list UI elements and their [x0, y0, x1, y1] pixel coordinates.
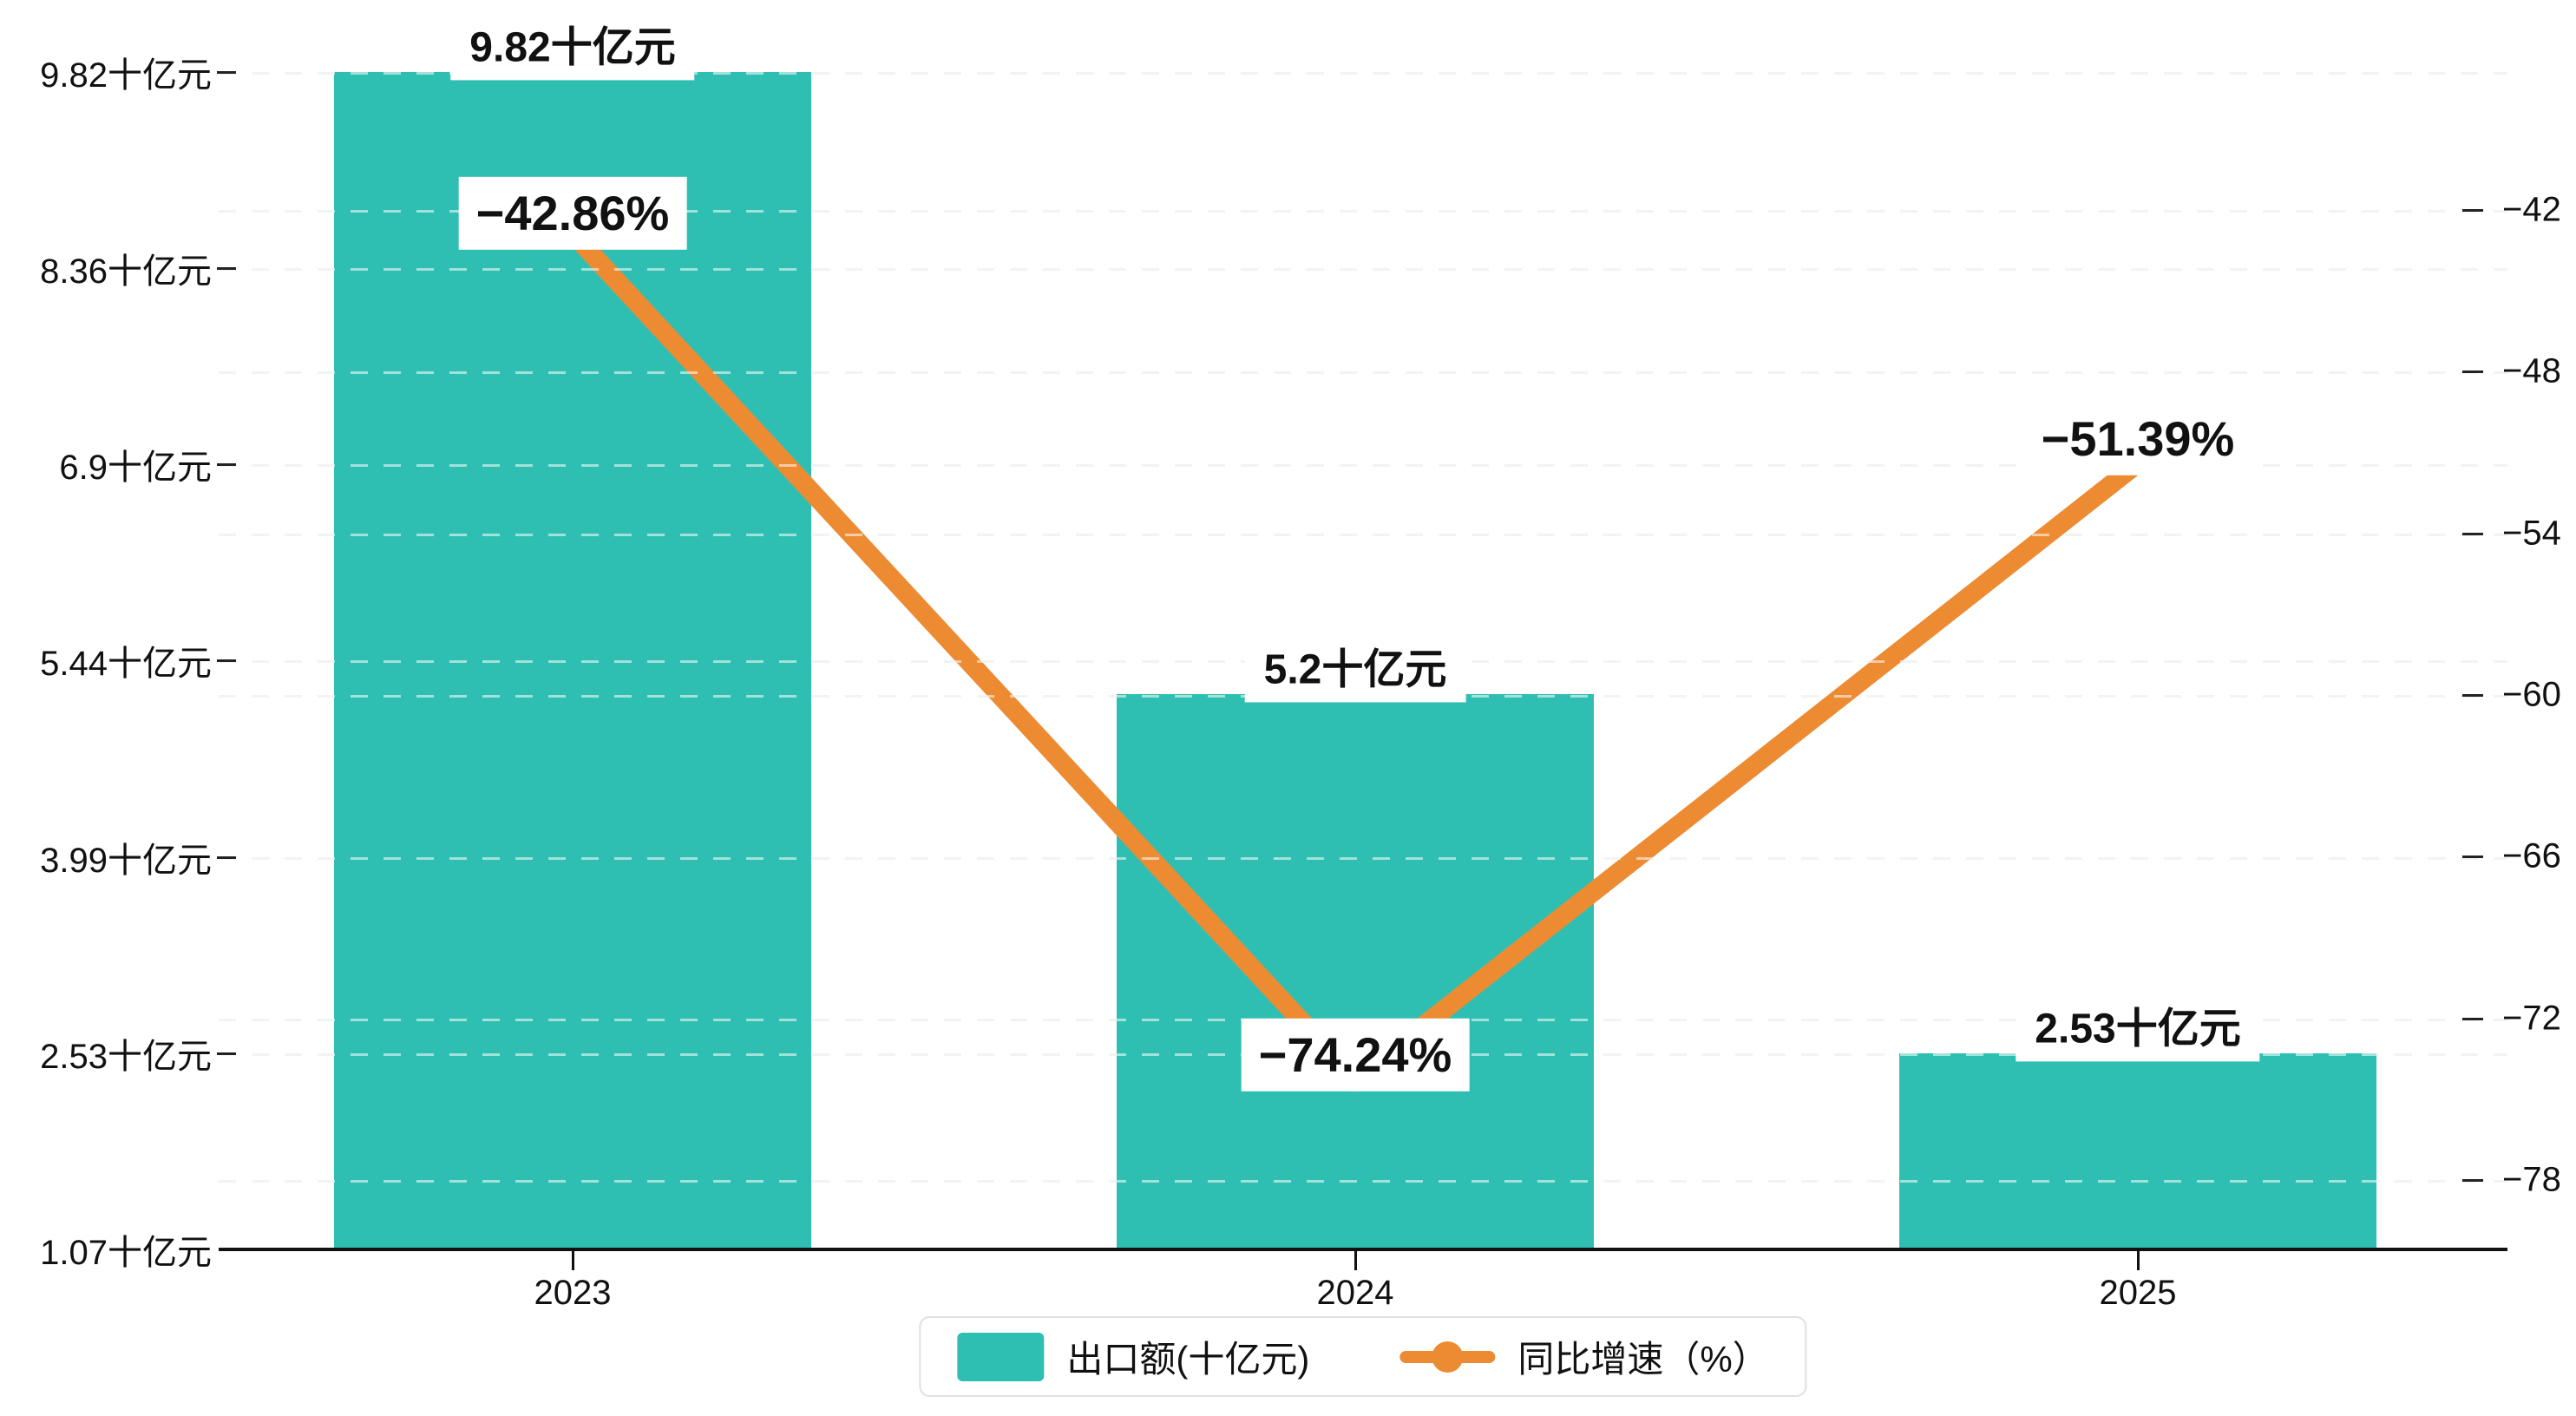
legend-label-export: 出口额(十亿元): [1066, 1339, 1310, 1380]
legend-item-growth[interactable]: 同比增速（%）: [1399, 1330, 1769, 1383]
gridline: [219, 72, 2507, 75]
bar-2025[interactable]: [1899, 1053, 2376, 1249]
line-value-label-2023: −42.86%: [458, 176, 687, 251]
gridline: [219, 464, 2507, 467]
legend-item-export[interactable]: 出口额(十亿元): [957, 1330, 1309, 1383]
x-label-2024: 2024: [1316, 1274, 1394, 1312]
legend: 出口额(十亿元) 同比增速（%）: [919, 1316, 1807, 1397]
left-tick: [217, 856, 236, 859]
gridline: [219, 371, 2507, 374]
bar-2024[interactable]: [1117, 694, 1594, 1249]
right-axis-label: −42: [2502, 190, 2561, 229]
right-tick: [2462, 856, 2483, 858]
left-tick: [217, 463, 236, 466]
gridline: [219, 857, 2507, 860]
left-axis-label: 1.07十亿元: [40, 1234, 212, 1272]
left-axis-label: 5.44十亿元: [40, 645, 212, 683]
line-value-label-2025: −51.39%: [2023, 402, 2252, 476]
x-label-2025: 2025: [2099, 1274, 2177, 1312]
right-axis-label: −48: [2502, 351, 2561, 390]
left-tick: [217, 659, 236, 662]
gridline: [219, 534, 2507, 536]
x-tick-2025: [2137, 1251, 2140, 1270]
left-axis-label: 9.82十亿元: [40, 56, 212, 95]
line-swatch-dot: [1432, 1341, 1464, 1373]
right-tick: [2462, 1179, 2483, 1182]
legend-label-growth: 同比增速（%）: [1517, 1339, 1769, 1380]
bar-series-swatch-icon: [957, 1332, 1045, 1381]
x-tick-2024: [1354, 1251, 1357, 1270]
right-tick: [2462, 533, 2483, 535]
x-tick-2023: [572, 1251, 574, 1270]
left-tick: [217, 1052, 236, 1055]
bar-value-label-2023: 9.82十亿元: [450, 15, 695, 81]
bar-value-label-2025: 2.53十亿元: [2016, 996, 2260, 1062]
left-tick: [217, 267, 236, 270]
right-tick: [2462, 370, 2483, 373]
right-axis-label: −60: [2502, 675, 2561, 714]
right-axis-label: −54: [2502, 514, 2561, 553]
right-axis-label: −66: [2502, 836, 2561, 875]
right-axis-label: −78: [2502, 1160, 2561, 1199]
gridline: [219, 268, 2507, 271]
line-value-label-2024: −74.24%: [1241, 1018, 1470, 1092]
right-tick: [2462, 1018, 2483, 1020]
right-axis-label: −72: [2502, 999, 2561, 1038]
right-tick: [2462, 209, 2483, 212]
line-series-swatch-icon: [1399, 1333, 1496, 1381]
x-label-2023: 2023: [534, 1274, 612, 1312]
left-axis-label: 3.99十亿元: [40, 842, 212, 880]
left-axis-label: 2.53十亿元: [40, 1038, 212, 1076]
gridline: [219, 1180, 2507, 1183]
right-tick: [2462, 694, 2483, 697]
left-axis-label: 8.36十亿元: [40, 252, 212, 291]
x-axis-line: [219, 1248, 2507, 1251]
bar-value-label-2024: 5.2十亿元: [1244, 637, 1466, 703]
left-tick: [217, 71, 236, 74]
gridline: [219, 210, 2507, 213]
left-axis-label: 6.9十亿元: [59, 449, 212, 487]
